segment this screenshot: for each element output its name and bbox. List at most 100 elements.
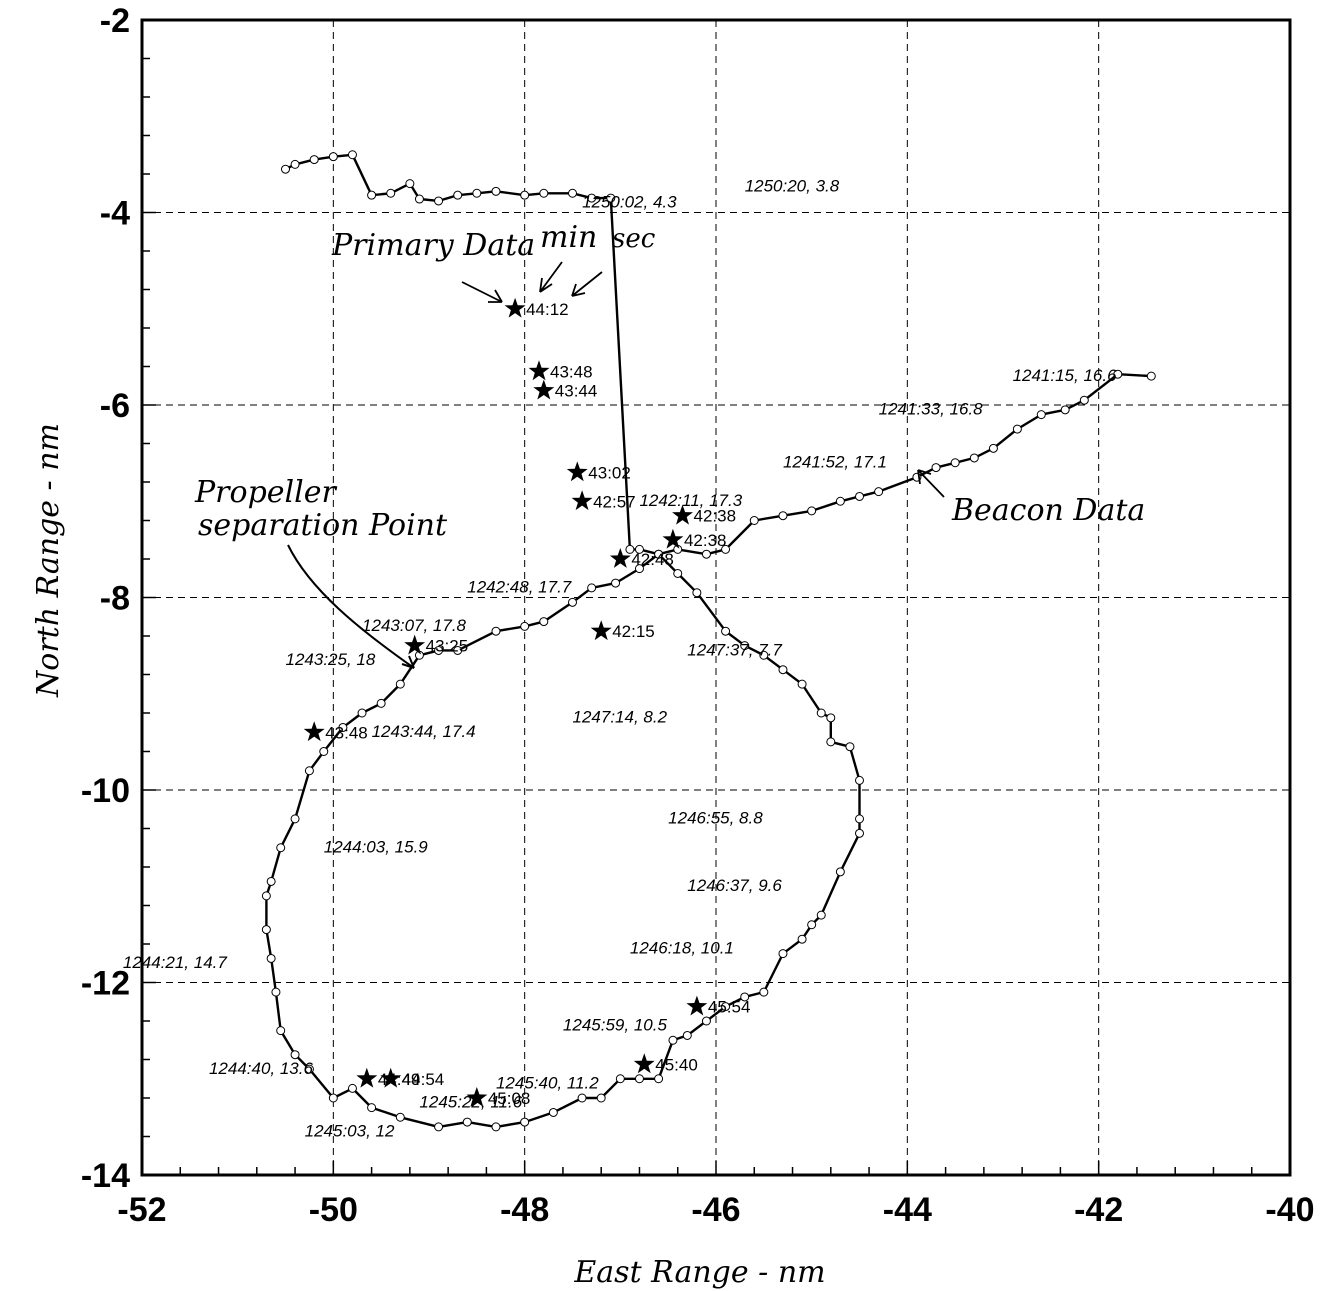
y-tick-label: -2 [100,2,130,40]
data-point [276,843,286,853]
data-point [692,588,702,598]
data-point [328,1093,338,1103]
data-point [261,925,271,935]
data-point [807,506,817,516]
beacon-label: 1242:48, 17.7 [467,578,572,597]
data-point [520,621,530,631]
data-point [290,1050,300,1060]
primary-star-icon [662,528,684,549]
data-point [328,152,338,162]
data-point [596,1093,606,1103]
arrow-primary-data-icon [461,281,503,303]
grid-lines [142,20,1290,1175]
beacon-label: 1243:25, 18 [286,650,376,669]
data-point [1012,424,1022,434]
data-point [395,679,405,689]
beacon-label: 1242:11, 17.3 [639,491,742,510]
primary-point-label: 43:48 [550,362,593,381]
data-point [304,766,314,776]
y-tick-label: -12 [81,965,130,1003]
primary-star-icon [686,995,708,1016]
data-point [950,458,960,468]
data-point [826,737,836,747]
beacon-track [261,150,1156,1132]
primary-point-label: 45:40 [655,1055,698,1074]
data-point [816,708,826,718]
data-point [740,992,750,1002]
x-tick-label: -50 [309,1191,358,1229]
data-point [1079,395,1089,405]
data-point [654,549,664,559]
x-axis-title: East Range - nm [573,1255,825,1290]
arrow-beacon-icon [917,469,945,498]
annotation-separation-point: separation Point [198,508,448,543]
data-point [1113,369,1123,379]
data-point [261,891,271,901]
data-point [290,159,300,169]
data-point [835,867,845,877]
data-point [548,1107,558,1117]
data-point [797,679,807,689]
primary-point-label: 44:54 [402,1070,445,1089]
primary-point-label: 43:44 [555,382,598,401]
data-point [701,1016,711,1026]
beacon-label: 1241:15, 16.6 [1013,366,1118,385]
y-tick-label: -6 [100,387,130,425]
data-point [290,814,300,824]
data-point [988,443,998,453]
primary-star-icon [466,1087,488,1107]
data-point [874,487,884,497]
y-tick-label: -10 [81,772,130,810]
data-point [721,544,731,554]
data-point [271,987,281,997]
data-point [1036,410,1046,420]
primary-star-icon [571,490,593,511]
data-point [759,650,769,660]
annotation-sec: sec [612,224,656,254]
data-point [405,179,415,189]
primary-star-icon [404,634,426,655]
beacon-label: 1243:44, 17.4 [372,722,476,741]
data-point [759,987,769,997]
data-point [462,1117,472,1127]
data-point [740,641,750,651]
data-point [309,155,319,165]
data-point [395,1112,405,1122]
data-point [539,617,549,627]
data-point [778,511,788,521]
data-point [855,828,864,838]
data-point [587,583,597,593]
primary-point-label: 45:08 [488,1089,531,1108]
data-point [749,516,759,525]
primary-point-label: 44:12 [526,300,569,319]
x-tick-label: -40 [1265,1191,1314,1229]
data-point [634,544,644,554]
data-point [654,1074,664,1084]
data-point [816,910,826,920]
beacon-label: 1247:14, 8.2 [573,708,668,727]
axis-ticks: -52 -50 -48 -46 -44 -42 -40 -14 -12 -10 -8 -6 -4 -2 [81,2,1315,1229]
beacon-label: 1241:33, 16.8 [879,400,984,419]
data-point [520,190,530,200]
beacon-label: 1246:18, 10.1 [630,939,734,958]
data-point [520,1117,530,1127]
primary-star-icon [590,620,612,641]
data-point [634,564,644,574]
data-point [778,949,788,959]
annotation-primary-data: Primary Data [331,228,535,263]
beacon-label: 1245:59, 10.5 [563,1016,668,1035]
data-point [347,1083,357,1093]
data-point [568,188,577,198]
data-point [266,876,276,886]
primary-star-icon [380,1067,402,1088]
primary-point-label: 45:54 [708,998,751,1017]
data-point [577,1093,587,1103]
beacon-labels: 1250:02, 4.3 1250:20, 3.8 1241:15, 16.6 124… [123,176,1117,1140]
data-point [855,491,864,501]
data-point [634,1074,644,1084]
data-point [319,747,329,756]
beacon-label: 1245:03, 12 [305,1122,395,1141]
primary-point-label: 42:15 [612,622,655,641]
data-point [826,713,836,723]
primary-point-label: 42:38 [694,507,737,526]
